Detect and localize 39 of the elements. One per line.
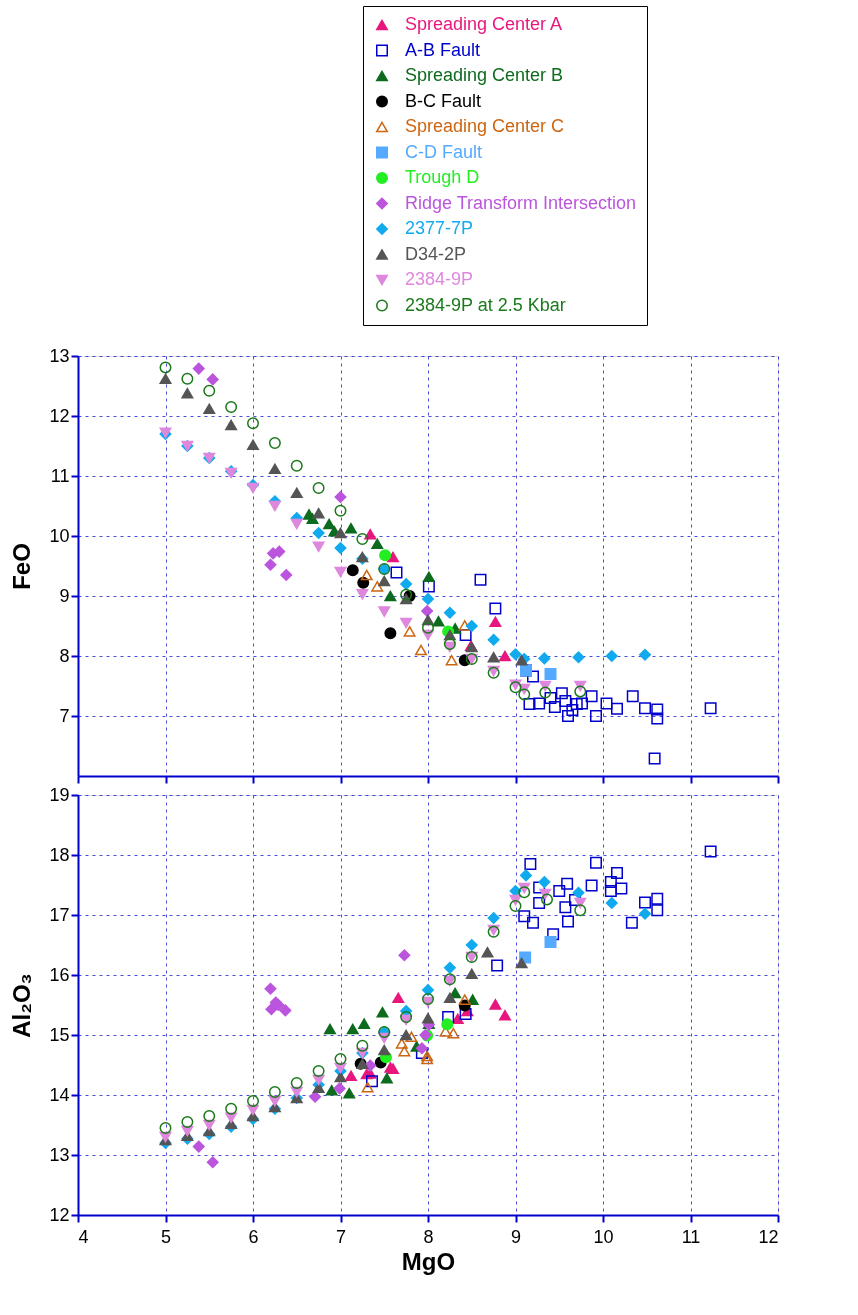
y-tick-label: 8 xyxy=(59,645,70,666)
y-tick-label: 7 xyxy=(59,705,70,726)
y-tick-label: 14 xyxy=(49,1084,70,1105)
x-tick-label: 11 xyxy=(681,1226,701,1247)
y-tick-label: 12 xyxy=(49,405,70,426)
legend-label: C-D Fault xyxy=(405,141,483,162)
x-tick-label: 7 xyxy=(335,1226,347,1247)
y-tick-label: 18 xyxy=(49,844,70,865)
legend-label: B-C Fault xyxy=(405,90,482,111)
y-tick-label: 19 xyxy=(49,784,70,805)
y-tick-label: 11 xyxy=(50,465,70,486)
y-tick-label: 15 xyxy=(49,1024,70,1045)
y-tick-label: 12 xyxy=(49,1204,70,1225)
x-tick-label: 9 xyxy=(510,1226,522,1247)
x-tick-label: 12 xyxy=(758,1226,779,1247)
legend-label: 2384-9P xyxy=(405,269,474,289)
y-tick-label: 17 xyxy=(49,904,70,925)
y-tick-label: 10 xyxy=(49,525,70,546)
legend-label: Spreading Center B xyxy=(405,65,564,85)
legend-label: Trough D xyxy=(405,167,480,187)
legend-label: Ridge Transform Intersection xyxy=(405,192,637,213)
y-tick-label: 16 xyxy=(49,964,70,985)
legend-label: Spreading Center C xyxy=(405,116,565,136)
y-axis-title: FeO xyxy=(8,543,36,590)
x-tick-label: 4 xyxy=(78,1226,89,1247)
y-tick-label: 13 xyxy=(49,1144,70,1165)
x-tick-label: 5 xyxy=(160,1226,172,1247)
y-tick-label: 9 xyxy=(59,585,70,606)
x-tick-label: 10 xyxy=(593,1226,614,1247)
legend-label: 2377-7P xyxy=(405,218,474,238)
y-tick-label: 13 xyxy=(49,345,70,366)
x-tick-label: 6 xyxy=(248,1226,259,1247)
x-axis-title: MgO xyxy=(401,1247,456,1275)
legend-label: 2384-9P at 2.5 Kbar xyxy=(405,294,566,315)
legend-label: Spreading Center A xyxy=(405,14,563,34)
legend-label: D34-2P xyxy=(405,243,467,264)
y-axis-title: Al₂O₃ xyxy=(8,973,36,1038)
x-tick-label: 8 xyxy=(423,1226,434,1247)
legend-label: A-B Fault xyxy=(405,39,481,60)
